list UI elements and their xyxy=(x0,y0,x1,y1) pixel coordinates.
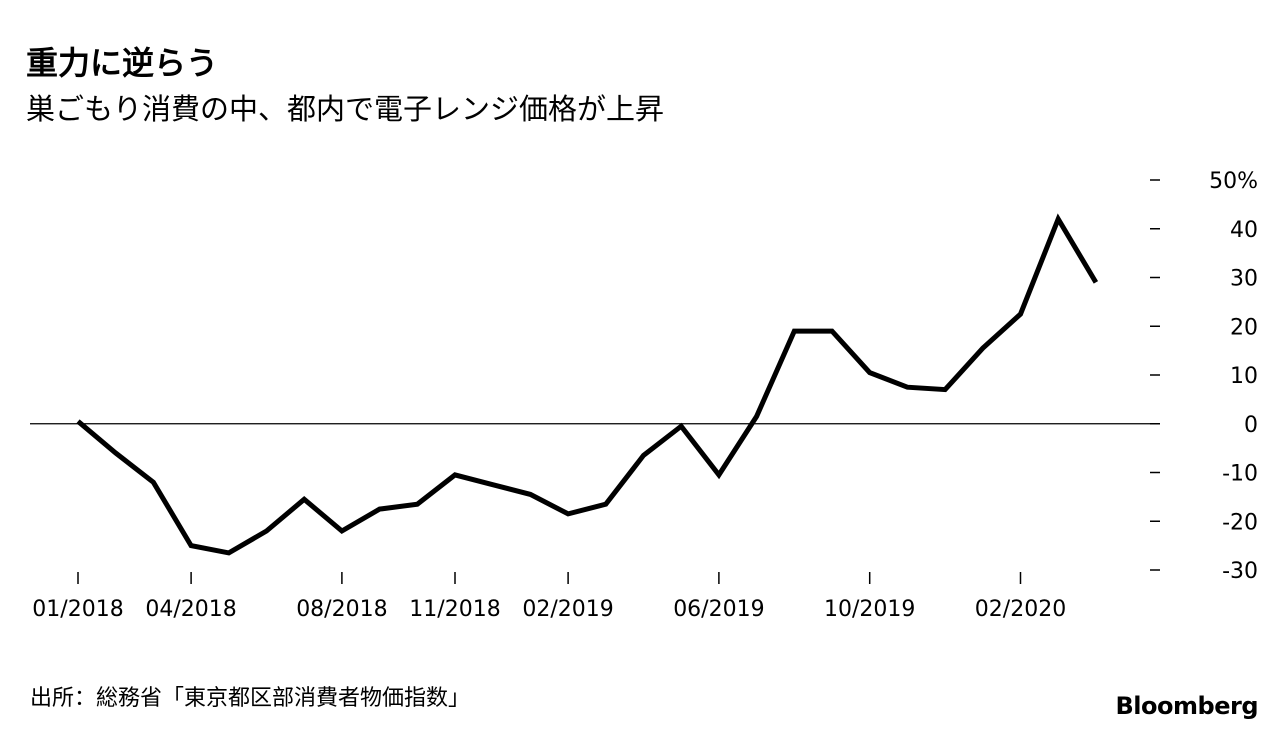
y-tick-label: 40 xyxy=(1230,218,1258,243)
y-tick-label: 20 xyxy=(1230,315,1258,340)
plot-area xyxy=(30,213,1150,556)
x-tick-label: 02/2020 xyxy=(975,597,1066,622)
y-tick-label: 50% xyxy=(1209,169,1258,194)
bloomberg-logo: Bloomberg xyxy=(1115,692,1259,720)
y-tick-label: 30 xyxy=(1230,267,1258,292)
y-tick-label: 10 xyxy=(1230,364,1258,389)
source-note: 出所：総務省「東京都区部消費者物価指数」 xyxy=(30,686,471,711)
x-tick-label: 11/2018 xyxy=(409,597,500,622)
chart-subtitle: 巣ごもり消費の中、都内で電子レンジ価格が上昇 xyxy=(26,92,665,126)
y-tick-label: -10 xyxy=(1222,462,1258,487)
x-tick-label: 06/2019 xyxy=(673,597,764,622)
x-tick-label: 10/2019 xyxy=(824,597,915,622)
x-tick-label: 08/2018 xyxy=(296,597,387,622)
series-line xyxy=(76,213,1099,556)
x-tick-label: 04/2018 xyxy=(145,597,236,622)
x-tick-label: 02/2019 xyxy=(522,597,613,622)
y-tick-label: -20 xyxy=(1222,510,1258,535)
chart-title: 重力に逆らう xyxy=(26,44,219,82)
y-tick-label: -30 xyxy=(1222,559,1258,584)
x-tick-label: 01/2018 xyxy=(32,597,123,622)
y-tick-label: 0 xyxy=(1244,413,1258,438)
y-axis: 50% 40 30 20 10 0 -10 -20 -30 xyxy=(1150,169,1258,584)
x-axis: 01/2018 04/2018 08/2018 11/2018 02/2019 06/20… xyxy=(32,572,1066,622)
